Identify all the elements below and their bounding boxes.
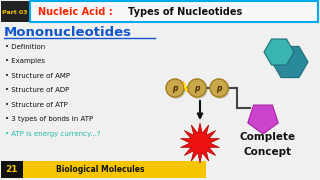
Text: • ATP is energy currency...?: • ATP is energy currency...? bbox=[5, 131, 100, 137]
Text: Biological Molecules: Biological Molecules bbox=[56, 165, 144, 174]
FancyBboxPatch shape bbox=[30, 1, 318, 22]
Circle shape bbox=[210, 79, 228, 97]
Text: • Structure of ATP: • Structure of ATP bbox=[5, 102, 68, 108]
Circle shape bbox=[188, 79, 206, 97]
Text: 21: 21 bbox=[6, 165, 18, 174]
Text: p: p bbox=[194, 84, 200, 93]
Polygon shape bbox=[264, 39, 294, 65]
Text: Complete: Complete bbox=[240, 132, 296, 142]
Text: • Structure of ADP: • Structure of ADP bbox=[5, 87, 69, 93]
Text: • Examples: • Examples bbox=[5, 58, 45, 64]
Polygon shape bbox=[272, 46, 308, 78]
Circle shape bbox=[189, 80, 207, 98]
Text: Concept: Concept bbox=[244, 147, 292, 157]
Text: Part 03: Part 03 bbox=[2, 10, 28, 15]
FancyBboxPatch shape bbox=[1, 1, 29, 22]
Text: Nucleic Acid :: Nucleic Acid : bbox=[38, 7, 116, 17]
Circle shape bbox=[211, 80, 229, 98]
Polygon shape bbox=[180, 123, 220, 163]
Polygon shape bbox=[184, 84, 187, 91]
Polygon shape bbox=[183, 82, 188, 92]
Text: p: p bbox=[216, 84, 222, 93]
Text: • Structure of AMP: • Structure of AMP bbox=[5, 73, 70, 79]
Text: p: p bbox=[172, 84, 178, 93]
FancyBboxPatch shape bbox=[1, 161, 23, 178]
Circle shape bbox=[166, 79, 184, 97]
Polygon shape bbox=[248, 105, 278, 134]
Text: Types of Nucleotides: Types of Nucleotides bbox=[128, 7, 242, 17]
Text: Mononucleotides: Mononucleotides bbox=[4, 26, 132, 39]
Text: • 3 types of bonds in ATP: • 3 types of bonds in ATP bbox=[5, 116, 93, 123]
Circle shape bbox=[167, 80, 185, 98]
Text: • Definition: • Definition bbox=[5, 44, 45, 50]
FancyBboxPatch shape bbox=[1, 161, 206, 178]
